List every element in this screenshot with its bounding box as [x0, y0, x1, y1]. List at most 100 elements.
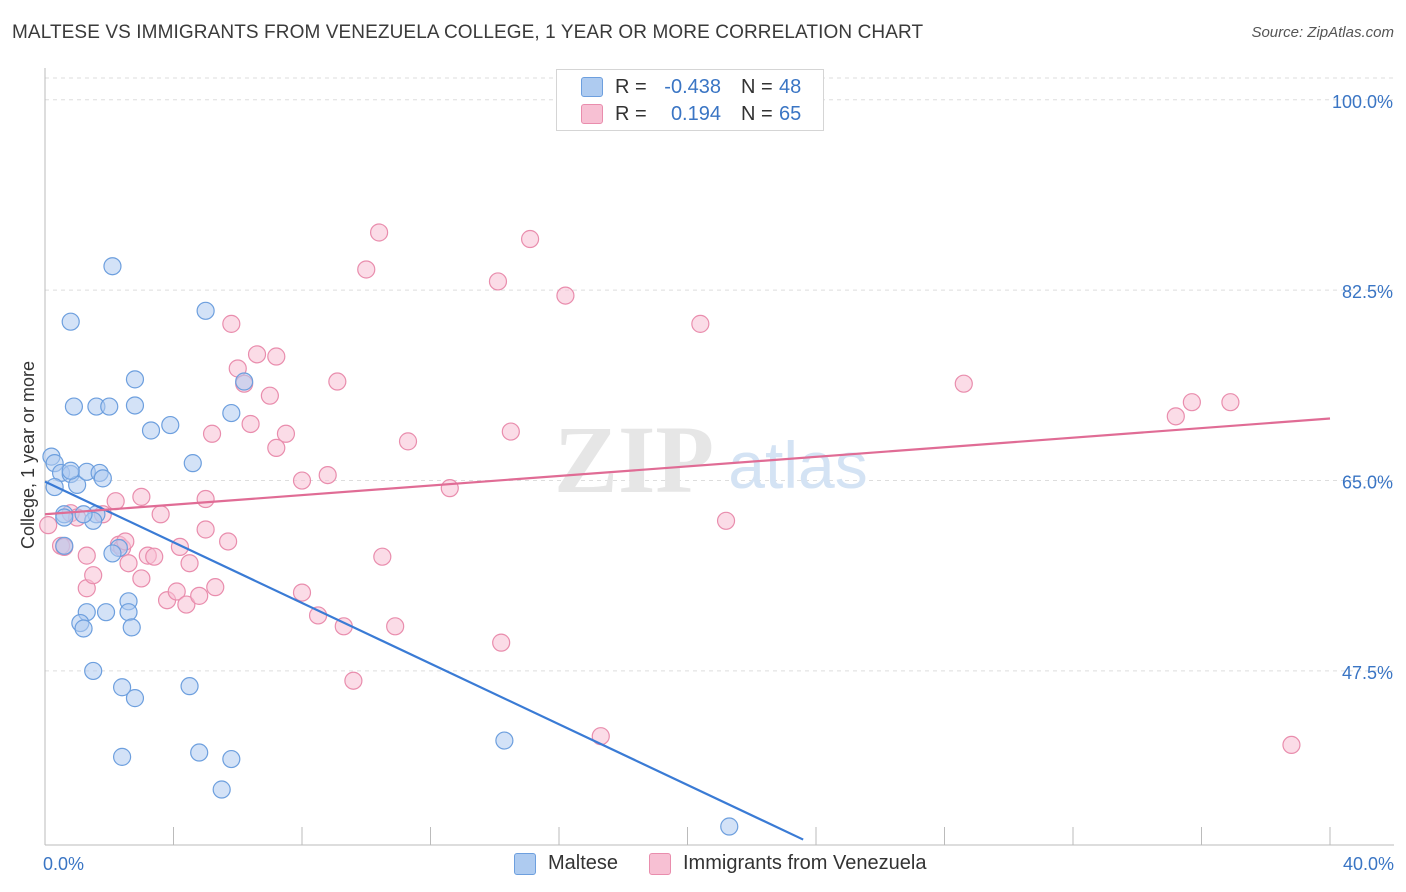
venezuela-point [177, 595, 196, 614]
maltese-point [196, 301, 215, 320]
n-label: N = [741, 102, 773, 125]
venezuela-point [39, 516, 58, 535]
venezuela-point [501, 422, 520, 441]
venezuela-point [84, 566, 103, 585]
correlation-legend: R = -0.438 N = 48 R = 0.194 N = 65 [556, 69, 824, 131]
maltese-point [103, 257, 122, 276]
venezuela-point [241, 414, 260, 434]
y-tick-label: 47.5% [1342, 663, 1393, 683]
venezuela-point [132, 487, 151, 506]
maltese-point [100, 397, 119, 416]
venezuela-point [170, 537, 190, 557]
n-value: 48 [779, 75, 802, 98]
chart-title: MALTESE VS IMMIGRANTS FROM VENEZUELA COL… [12, 22, 924, 43]
venezuela-point [386, 617, 405, 636]
maltese-point [64, 397, 84, 416]
maltese-point [119, 603, 138, 622]
legend-row-maltese: R = -0.438 N = 48 [581, 75, 801, 99]
venezuela-point [318, 465, 337, 485]
maltese-point [190, 743, 209, 762]
maltese-point [125, 396, 145, 415]
venezuela-point [954, 374, 973, 393]
maltese-point [96, 603, 116, 622]
series-legend: Maltese Immigrants from Venezuela [0, 852, 1406, 878]
venezuela-point [106, 492, 125, 511]
n-label: N = [741, 75, 773, 98]
venezuela-point [292, 471, 312, 490]
venezuela-point [492, 633, 511, 652]
watermark-zip: ZIP [554, 406, 714, 513]
venezuela-point [398, 432, 418, 451]
venezuela-point [196, 489, 215, 509]
n-value: 65 [779, 102, 802, 125]
maltese-point [103, 544, 122, 563]
y-tick-label: 100.0% [1332, 92, 1393, 112]
maltese-point [61, 461, 80, 480]
venezuela-point [190, 586, 209, 605]
venezuela-point [267, 438, 286, 458]
maltese-point [222, 749, 241, 769]
venezuela-point [145, 547, 164, 566]
maltese-point [183, 454, 202, 473]
maltese-point [141, 421, 161, 440]
venezuela-point [292, 583, 312, 602]
maltese-point [222, 403, 241, 423]
venezuela-point [247, 345, 267, 364]
maltese-point [112, 747, 132, 766]
venezuela-point [691, 314, 710, 333]
legend-item-maltese[interactable]: Maltese [514, 852, 618, 875]
r-label: R = [615, 75, 647, 98]
legend-label-maltese: Maltese [548, 852, 619, 874]
venezuela-point [219, 532, 238, 551]
venezuela-point [77, 546, 96, 565]
venezuela-swatch [649, 852, 671, 875]
maltese-point [74, 505, 93, 524]
watermark: ZIP atlas [554, 406, 868, 513]
venezuela-point [328, 372, 347, 391]
venezuela-point [196, 520, 215, 539]
y-tick-label: 65.0% [1342, 473, 1393, 493]
maltese-point [161, 415, 180, 435]
y-tick-label: 82.5% [1342, 282, 1393, 302]
venezuela-point [167, 582, 186, 601]
venezuela-point [1182, 393, 1201, 412]
venezuela-point [716, 511, 736, 530]
legend-item-venezuela[interactable]: Immigrants from Venezuela [649, 852, 926, 875]
venezuela-point [520, 229, 540, 249]
venezuela-point [260, 386, 279, 405]
maltese-point [122, 618, 141, 637]
maltese-point [93, 469, 112, 488]
maltese-point [84, 661, 103, 681]
venezuela-point [222, 314, 241, 333]
venezuela-point [132, 569, 151, 588]
r-value: 0.194 [670, 102, 721, 125]
venezuela-point [180, 554, 199, 573]
maltese-point [125, 370, 145, 389]
venezuela-point [151, 505, 170, 524]
venezuela-point [488, 272, 508, 291]
venezuela-point [440, 479, 459, 498]
venezuela-point [206, 578, 225, 597]
watermark-atlas: atlas [728, 428, 867, 502]
maltese-point [180, 677, 199, 696]
venezuela-point [202, 424, 222, 443]
venezuela-point [267, 347, 286, 366]
maltese-point [125, 689, 145, 708]
maltese-point [235, 372, 254, 391]
legend-row-venezuela: R = 0.194 N = 65 [581, 102, 801, 126]
axes-layer: 47.5% 65.0% 82.5% 100.0% 0.0% 40.0% [43, 68, 1394, 874]
y-axis-title: College, 1 year or more [18, 361, 38, 549]
venezuela-point [373, 547, 392, 566]
venezuela-point [344, 671, 363, 690]
legend-label-venezuela: Immigrants from Venezuela [683, 852, 927, 874]
source-credit: Source: ZipAtlas.com [1251, 24, 1394, 41]
x-tick-label: 0.0% [43, 854, 84, 874]
maltese-point [495, 731, 514, 750]
x-tick-label: 40.0% [1343, 854, 1394, 874]
maltese-point [112, 678, 132, 697]
r-value: -0.438 [664, 75, 721, 98]
venezuela-point [1221, 393, 1240, 412]
maltese-point [61, 312, 80, 331]
venezuela-point [1282, 735, 1301, 755]
